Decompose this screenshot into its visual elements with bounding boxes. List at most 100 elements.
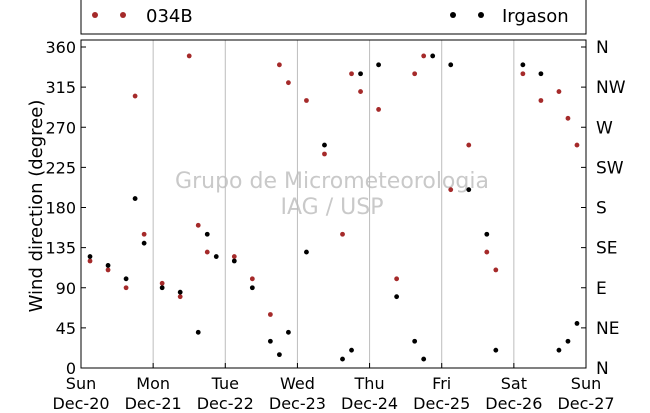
data-point-irgason	[286, 329, 291, 335]
data-point-034b	[105, 267, 111, 273]
y-tick-label: 90	[56, 279, 76, 298]
data-point-034b	[177, 294, 183, 300]
data-point-irgason	[520, 62, 526, 68]
y-tick-label: 180	[45, 199, 76, 218]
data-point-034b	[195, 222, 201, 228]
data-point-irgason	[466, 187, 472, 193]
data-point-034b	[349, 71, 354, 77]
right-axis-label: NE	[596, 319, 619, 339]
data-point-034b	[322, 151, 327, 157]
x-tick-label-day: Fri	[432, 374, 451, 393]
data-point-034b	[87, 258, 93, 264]
data-point-irgason	[412, 338, 418, 344]
data-point-irgason	[132, 196, 138, 201]
x-tick-label-date: Dec-20	[52, 394, 109, 409]
data-point-irgason	[565, 338, 571, 344]
data-point-034b	[159, 280, 165, 286]
y-tick-label: 0	[66, 359, 76, 378]
data-point-irgason	[123, 276, 129, 282]
x-tick-label-date: Dec-23	[269, 394, 326, 409]
y-tick-label: 135	[45, 239, 76, 258]
right-axis-label: NW	[596, 78, 626, 98]
watermark-line-2: IAG / USP	[281, 195, 384, 220]
data-point-irgason	[574, 321, 580, 326]
data-point-034b	[123, 285, 129, 291]
data-point-034b	[574, 142, 580, 148]
x-tick-label-date: Dec-27	[557, 394, 614, 409]
y-tick-label: 270	[45, 118, 76, 137]
data-point-irgason	[376, 62, 381, 68]
x-tick-label-day: Wed	[280, 374, 315, 393]
x-tick-label-day: Mon	[136, 374, 170, 393]
x-tick-label-date: Dec-24	[341, 394, 398, 409]
data-point-034b	[484, 249, 490, 255]
data-point-034b	[304, 98, 309, 103]
right-axis-labels: N NE E SE S SW W NW N	[596, 38, 626, 379]
legend-label-034b: 034B	[146, 6, 193, 27]
data-point-irgason	[304, 249, 309, 255]
data-point-irgason	[421, 356, 427, 362]
data-point-034b	[358, 89, 363, 94]
legend-marker-034b-b	[120, 12, 126, 18]
data-point-034b	[204, 249, 210, 255]
x-tick-label-date: Dec-22	[197, 394, 254, 409]
data-point-034b	[376, 107, 381, 112]
data-point-034b	[538, 98, 544, 103]
data-point-034b	[249, 276, 255, 282]
data-point-irgason	[484, 231, 490, 237]
x-tick-label-day: Sat	[501, 374, 527, 393]
data-point-034b	[448, 187, 454, 193]
x-axis-ticks: SunDec-20MonDec-21TueDec-22WedDec-23ThuD…	[52, 363, 615, 413]
data-point-irgason	[322, 142, 327, 148]
x-tick-label-day: Thu	[354, 374, 385, 393]
data-point-034b	[286, 80, 291, 86]
data-point-034b	[186, 53, 192, 59]
right-axis-label: N	[596, 38, 609, 58]
data-point-034b	[520, 71, 526, 77]
data-points	[87, 53, 580, 362]
data-point-034b	[493, 267, 499, 273]
legend-marker-irgason-b	[478, 12, 484, 18]
data-point-irgason	[141, 240, 147, 246]
data-point-irgason	[276, 352, 282, 358]
right-axis-label: W	[596, 118, 613, 138]
y-tick-label: 315	[45, 78, 76, 97]
data-point-irgason	[159, 285, 165, 291]
y-axis-ticks: 0 45 90 135 180 225 270 315 360	[45, 38, 586, 378]
data-point-irgason	[358, 71, 363, 77]
x-tick-label-date: Dec-21	[125, 394, 182, 409]
right-axis-label: S	[596, 199, 607, 219]
legend-box	[80, 0, 587, 35]
data-point-034b	[556, 89, 562, 94]
data-point-irgason	[493, 347, 499, 353]
legend-marker-034b-a	[92, 12, 98, 18]
x-tick-label-date: Dec-26	[485, 394, 542, 409]
data-point-034b	[231, 254, 237, 259]
data-point-034b	[132, 93, 138, 99]
y-tick-label: 225	[45, 158, 76, 177]
data-point-034b	[412, 71, 418, 77]
legend-marker-irgason-a	[450, 12, 456, 18]
data-point-irgason	[177, 289, 183, 295]
data-point-irgason	[231, 258, 237, 264]
data-point-034b	[340, 231, 345, 237]
data-point-irgason	[448, 62, 454, 68]
x-tick-label-date: Dec-25	[413, 394, 470, 409]
data-point-034b	[565, 115, 571, 121]
data-point-034b	[267, 312, 273, 317]
right-axis-label: SW	[596, 158, 624, 178]
right-axis-label: SE	[596, 239, 618, 259]
grid-lines	[152, 40, 515, 368]
data-point-irgason	[249, 285, 255, 291]
data-point-irgason	[267, 338, 273, 344]
data-point-irgason	[349, 347, 354, 353]
data-point-irgason	[340, 356, 345, 362]
plot-frame	[80, 39, 587, 369]
data-point-irgason	[204, 231, 210, 237]
data-point-irgason	[105, 263, 111, 268]
y-axis-label: Wind direction (degree)	[26, 100, 47, 313]
right-axis-label: N	[596, 359, 609, 379]
x-tick-label-day: Sun	[66, 374, 96, 393]
